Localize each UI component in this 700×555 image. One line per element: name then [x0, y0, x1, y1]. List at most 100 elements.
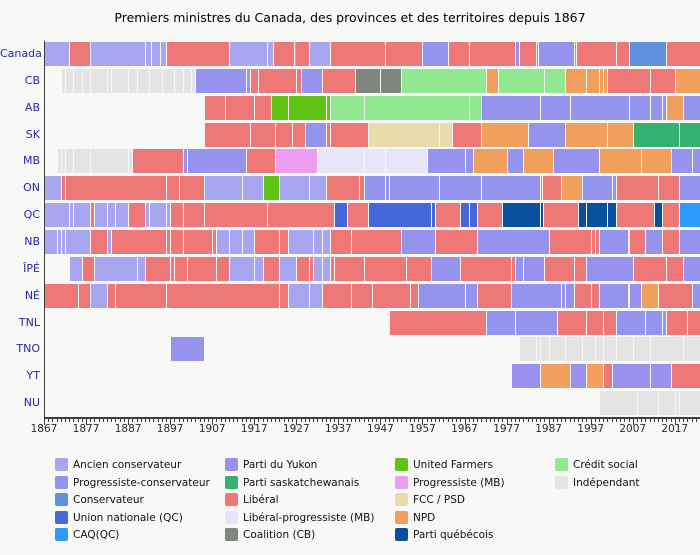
- axis-tick: [674, 419, 676, 425]
- bar-segment-liberal: [274, 42, 294, 66]
- bar-segment-liberal: [658, 176, 679, 201]
- axis-tick: [557, 419, 559, 422]
- bar-segment-pq: [654, 203, 663, 228]
- row-label-né: NÉ: [24, 288, 40, 302]
- bar-segment-liberal: [82, 256, 95, 281]
- axis-tick: [645, 419, 647, 422]
- axis-tick: [620, 419, 622, 422]
- bar-segment-liberal: [166, 283, 280, 308]
- bar-segment-liberal: [633, 256, 667, 281]
- axis-tick-label: 1947: [367, 423, 394, 435]
- axis-tick-label: 1957: [409, 423, 436, 435]
- axis-tick: [456, 419, 458, 422]
- bar-segment-pq: [503, 203, 541, 228]
- bar-segment-ind: [192, 68, 196, 93]
- bar-segment-liberal: [667, 310, 688, 335]
- legend-label-yukon: Parti du Yukon: [243, 459, 318, 471]
- bar-segment-pc: [629, 283, 642, 308]
- bar-segment-pc: [553, 149, 600, 174]
- bar-segment-liberal: [663, 230, 679, 254]
- bar-segment-ndp: [562, 176, 583, 201]
- bar-segment-pc: [612, 176, 616, 201]
- legend-label-pc: Progressiste-conservateur: [73, 476, 210, 489]
- axis-tick: [582, 419, 584, 422]
- axis-tick: [300, 419, 302, 422]
- bar-segment-liberal: [108, 283, 116, 308]
- axis-tick: [418, 419, 420, 422]
- bar-segment-credit: [469, 95, 482, 120]
- axis-tick: [603, 419, 605, 422]
- axis-tick: [527, 419, 529, 422]
- bar-segment-yukon: [650, 364, 671, 389]
- bar-segment-ancien: [314, 230, 322, 254]
- legend-label-ndp: NPD: [413, 511, 436, 524]
- bar-segment-liberal: [116, 283, 166, 308]
- bar-segment-liberal: [183, 203, 204, 228]
- bar-segment-liberal: [461, 256, 511, 281]
- bar-segment-pc: [482, 176, 541, 201]
- bar-segment-liberal: [543, 176, 562, 201]
- bar-segment-pc: [465, 149, 473, 174]
- axis-tick: [292, 419, 294, 422]
- bar-segment-ancien: [95, 256, 137, 281]
- bar-segment-liberal: [574, 256, 587, 281]
- bar-segment-ind: [679, 391, 700, 416]
- bar-segment-pc: [541, 176, 543, 201]
- bar-segment-pc: [679, 176, 700, 201]
- axis-tick: [119, 419, 121, 422]
- axis-tick: [443, 419, 445, 422]
- axis-tick: [649, 419, 651, 422]
- legend-swatch-union_nationale: [55, 510, 68, 524]
- bar-segment-liberal: [267, 203, 335, 228]
- bar-segment-ndp: [675, 68, 700, 93]
- axis-tick: [161, 419, 163, 422]
- bar-segment-ancien: [45, 176, 61, 201]
- bar-segment-ancien: [45, 42, 70, 66]
- axis-tick: [245, 419, 247, 422]
- bar-segment-liberal: [543, 203, 579, 228]
- axis-tick: [308, 419, 310, 422]
- legend: Ancien conservateur Progressiste-conserva…: [0, 452, 700, 552]
- bar-segment-union_nationale: [335, 203, 347, 228]
- axis-tick: [569, 419, 571, 422]
- axis-tick: [346, 419, 348, 422]
- axis-tick: [338, 419, 340, 425]
- bar-segment-pc: [515, 256, 524, 281]
- axis-tick-label: 1897: [156, 423, 184, 435]
- bar-segment-ind: [175, 68, 183, 93]
- bar-segment-ind: [541, 337, 549, 362]
- bar-segment-ind: [150, 68, 162, 93]
- bar-segment-ind: [637, 391, 658, 416]
- bar-segment-pq: [579, 203, 587, 228]
- bar-segment-liberal: [293, 122, 305, 147]
- bar-segment-prog_mb: [276, 149, 318, 174]
- bar-segment-liberal: [171, 256, 175, 281]
- axis-tick: [540, 419, 542, 422]
- bar-segment-liberal: [537, 42, 538, 66]
- bar-segment-pc: [600, 230, 629, 254]
- bar-segment-liberal: [667, 42, 700, 66]
- bar-segment-ancien: [217, 230, 230, 254]
- axis-tick: [132, 419, 134, 422]
- bar-segment-liberal: [616, 176, 658, 201]
- bar-segment-liberal: [255, 95, 272, 120]
- axis-tick: [578, 419, 580, 422]
- bar-segment-liberal: [225, 95, 255, 120]
- row-label-yt: YT: [26, 369, 40, 383]
- row-label-îpé: ÎPÉ: [23, 261, 40, 275]
- bar-segment-liberal: [263, 256, 280, 281]
- axis-tick: [153, 419, 155, 422]
- bar-segment-ancien: [57, 230, 61, 254]
- bar-segment-pc: [465, 283, 478, 308]
- axis-tick: [641, 419, 643, 422]
- legend-swatch-libprog: [225, 510, 238, 524]
- axis-tick: [170, 419, 172, 425]
- bar-segment-liberal: [511, 256, 515, 281]
- axis-tick: [304, 419, 306, 422]
- axis-tick: [212, 419, 214, 425]
- bar-segment-ind: [583, 337, 595, 362]
- bar-segment-pc: [600, 283, 629, 308]
- bar-segment-pc: [570, 95, 629, 120]
- axis-tick-label: 1877: [72, 423, 100, 435]
- axis-tick: [52, 419, 54, 422]
